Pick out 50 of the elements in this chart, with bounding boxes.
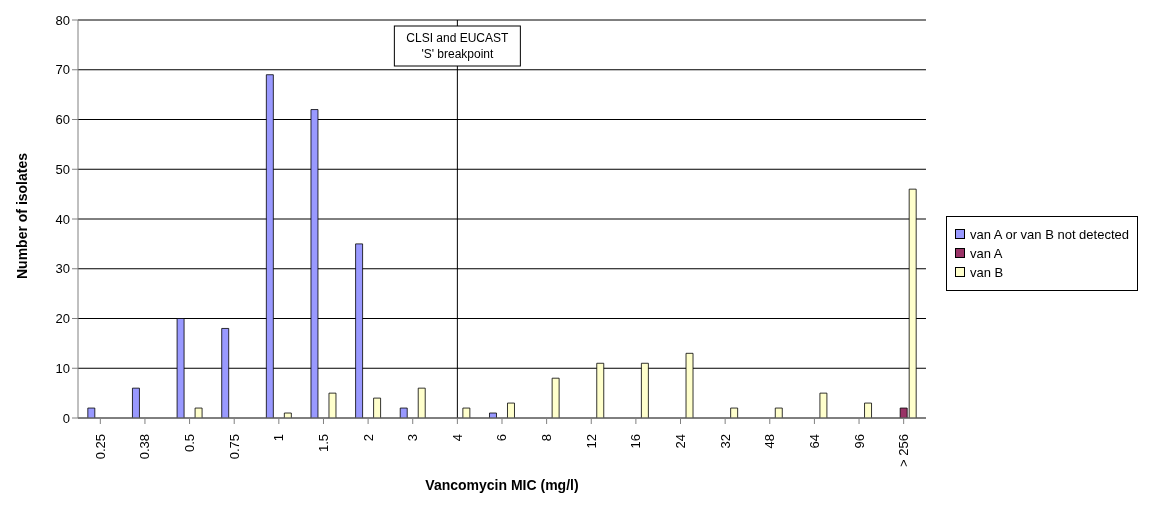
legend-label: van B [969, 264, 1004, 280]
y-tick-label: 10 [55, 360, 70, 376]
x-tick-label: 96 [851, 434, 867, 449]
x-tick-label: 48 [762, 434, 778, 449]
bar [194, 407, 203, 418]
x-tick-label: 0.25 [92, 434, 108, 460]
x-tick-label: 0.5 [182, 434, 198, 453]
x-tick-label: 1.5 [315, 434, 331, 453]
y-axis-title: Number of isolates [13, 152, 30, 279]
y-tick-label: 50 [55, 161, 70, 177]
x-tick-label: 12 [583, 434, 599, 449]
bar [399, 407, 408, 418]
bar [730, 407, 739, 418]
x-tick-label: 1 [271, 434, 287, 442]
bar [507, 402, 515, 418]
x-tick-label: 0.75 [226, 434, 242, 460]
x-tick-label: 24 [673, 434, 689, 449]
y-tick-label: 40 [55, 211, 70, 227]
x-axis-title: Vancomycin MIC (mg/l) [425, 477, 579, 493]
bar [819, 392, 828, 418]
bar [774, 407, 783, 418]
x-tick-label: 6 [494, 434, 510, 442]
bar [462, 407, 471, 418]
y-tick-label: 30 [55, 261, 70, 277]
bar [328, 392, 337, 418]
x-tick-label: 16 [628, 434, 644, 449]
bar [373, 397, 381, 418]
y-tick-label: 20 [55, 311, 70, 327]
bar [417, 387, 426, 418]
x-tick-label: > 256 [896, 434, 912, 467]
bar [283, 412, 292, 418]
legend-label: van A [969, 245, 1003, 261]
y-tick-label: 60 [55, 112, 70, 128]
bar [551, 377, 560, 418]
y-tick-label: 80 [55, 12, 70, 28]
bar [489, 412, 497, 418]
bar [864, 402, 872, 418]
x-tick-label: 32 [717, 434, 733, 449]
x-tick-label: 4 [449, 434, 465, 442]
ref-line-label: CLSI and EUCAST 'S' breakpoint [406, 31, 510, 61]
x-tick-label: 64 [806, 434, 822, 449]
legend-label: van A or van B not detected [969, 226, 1129, 242]
y-tick-label: 70 [55, 62, 70, 78]
y-tick-label: 0 [62, 410, 70, 426]
bar [87, 407, 96, 418]
x-tick-label: 0.38 [137, 434, 153, 460]
x-tick-label: 2 [360, 434, 376, 442]
x-tick-label: 8 [539, 434, 555, 442]
bar [132, 387, 140, 418]
x-tick-label: 3 [405, 434, 421, 442]
